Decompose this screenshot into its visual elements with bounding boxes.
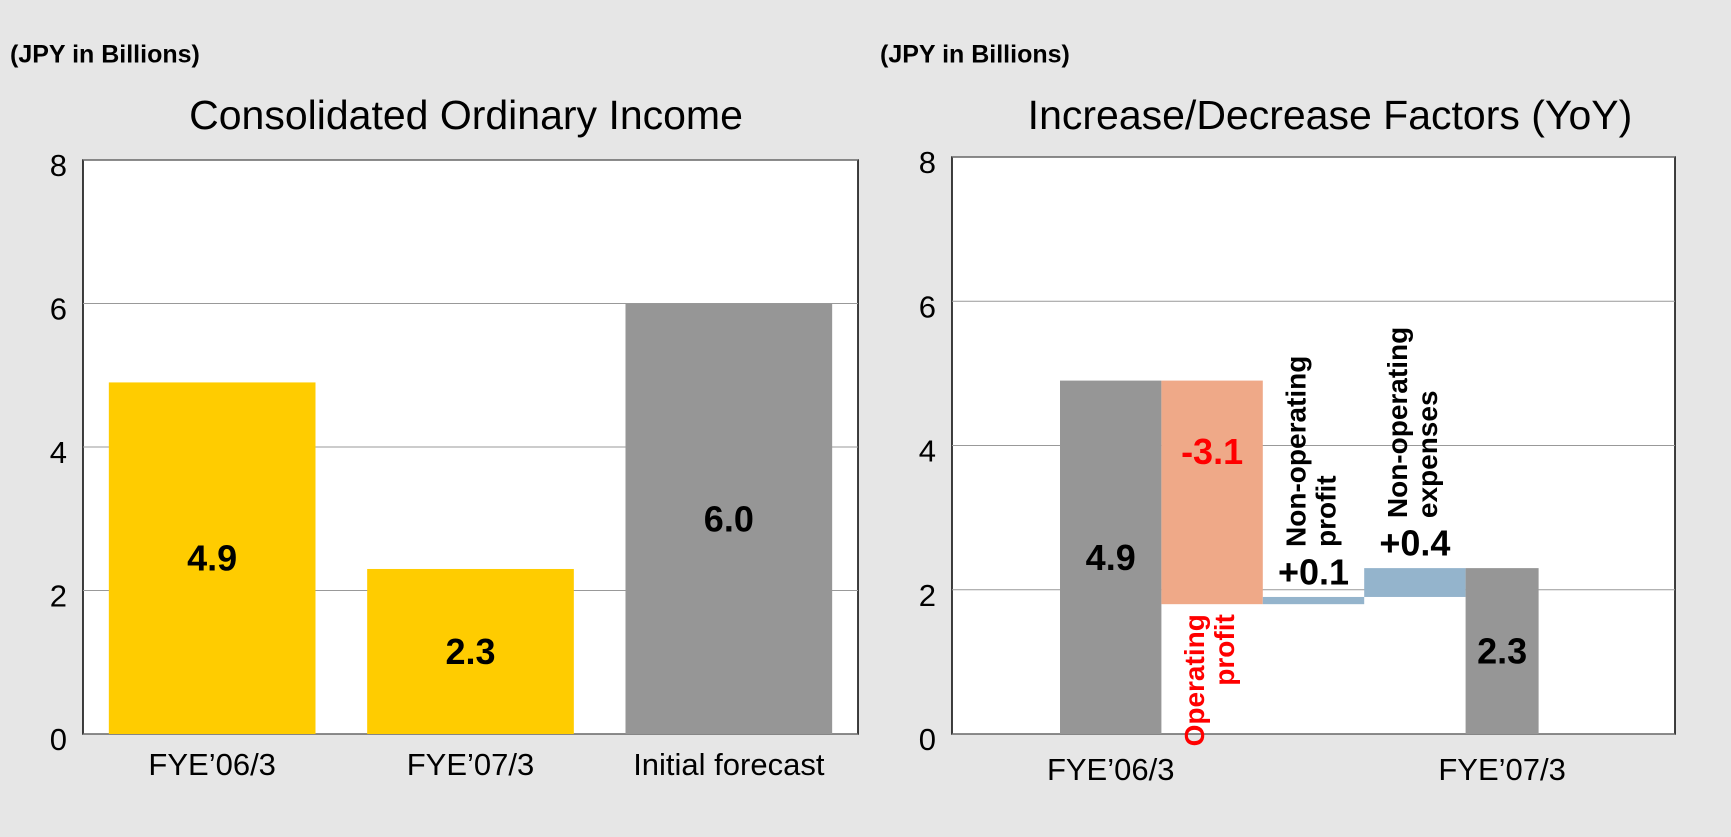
y-tick-label: 2: [50, 579, 67, 614]
category-label: Non-operatingexpenses: [1382, 327, 1443, 518]
y-tick-label: 4: [919, 434, 936, 469]
y-tick-label: 0: [50, 722, 67, 757]
value-label: 2.3: [445, 631, 495, 672]
unit-label: (JPY in Billions): [10, 41, 200, 69]
y-tick-label: 2: [919, 578, 936, 613]
bar: [1161, 380, 1263, 605]
bar: [1364, 568, 1466, 597]
bar: [625, 303, 833, 734]
chart-title: Consolidated Ordinary Income: [189, 92, 743, 138]
bar: [1060, 380, 1162, 734]
category-label: Operatingprofit: [1179, 614, 1240, 746]
y-tick-label: 6: [919, 289, 936, 324]
value-label: 4.9: [1086, 537, 1136, 578]
bar: [367, 568, 574, 734]
x-tick-label: Initial forecast: [633, 747, 825, 782]
value-label: -3.1: [1181, 431, 1243, 472]
value-label: 4.9: [187, 538, 237, 579]
bar: [1465, 568, 1539, 734]
y-tick-label: 8: [50, 148, 67, 183]
value-label: 2.3: [1477, 631, 1527, 672]
unit-label: (JPY in Billions): [880, 41, 1070, 69]
value-label: 6.0: [704, 498, 754, 539]
x-tick-label: FYE’06/3: [1047, 752, 1175, 787]
x-tick-label: FYE’07/3: [407, 747, 535, 782]
x-tick-label: FYE’07/3: [1438, 752, 1566, 787]
category-label: Non-operatingprofit: [1281, 356, 1342, 547]
y-tick-label: 0: [919, 722, 936, 757]
bar: [1262, 596, 1365, 605]
value-label: +0.4: [1379, 523, 1450, 564]
y-tick-label: 6: [50, 292, 67, 327]
y-tick-label: 8: [919, 145, 936, 180]
x-tick-label: FYE’06/3: [148, 747, 276, 782]
y-tick-label: 4: [50, 435, 67, 470]
chart-title: Increase/Decrease Factors (YoY): [1028, 92, 1633, 138]
bar: [108, 382, 316, 734]
value-label: +0.1: [1278, 551, 1349, 592]
